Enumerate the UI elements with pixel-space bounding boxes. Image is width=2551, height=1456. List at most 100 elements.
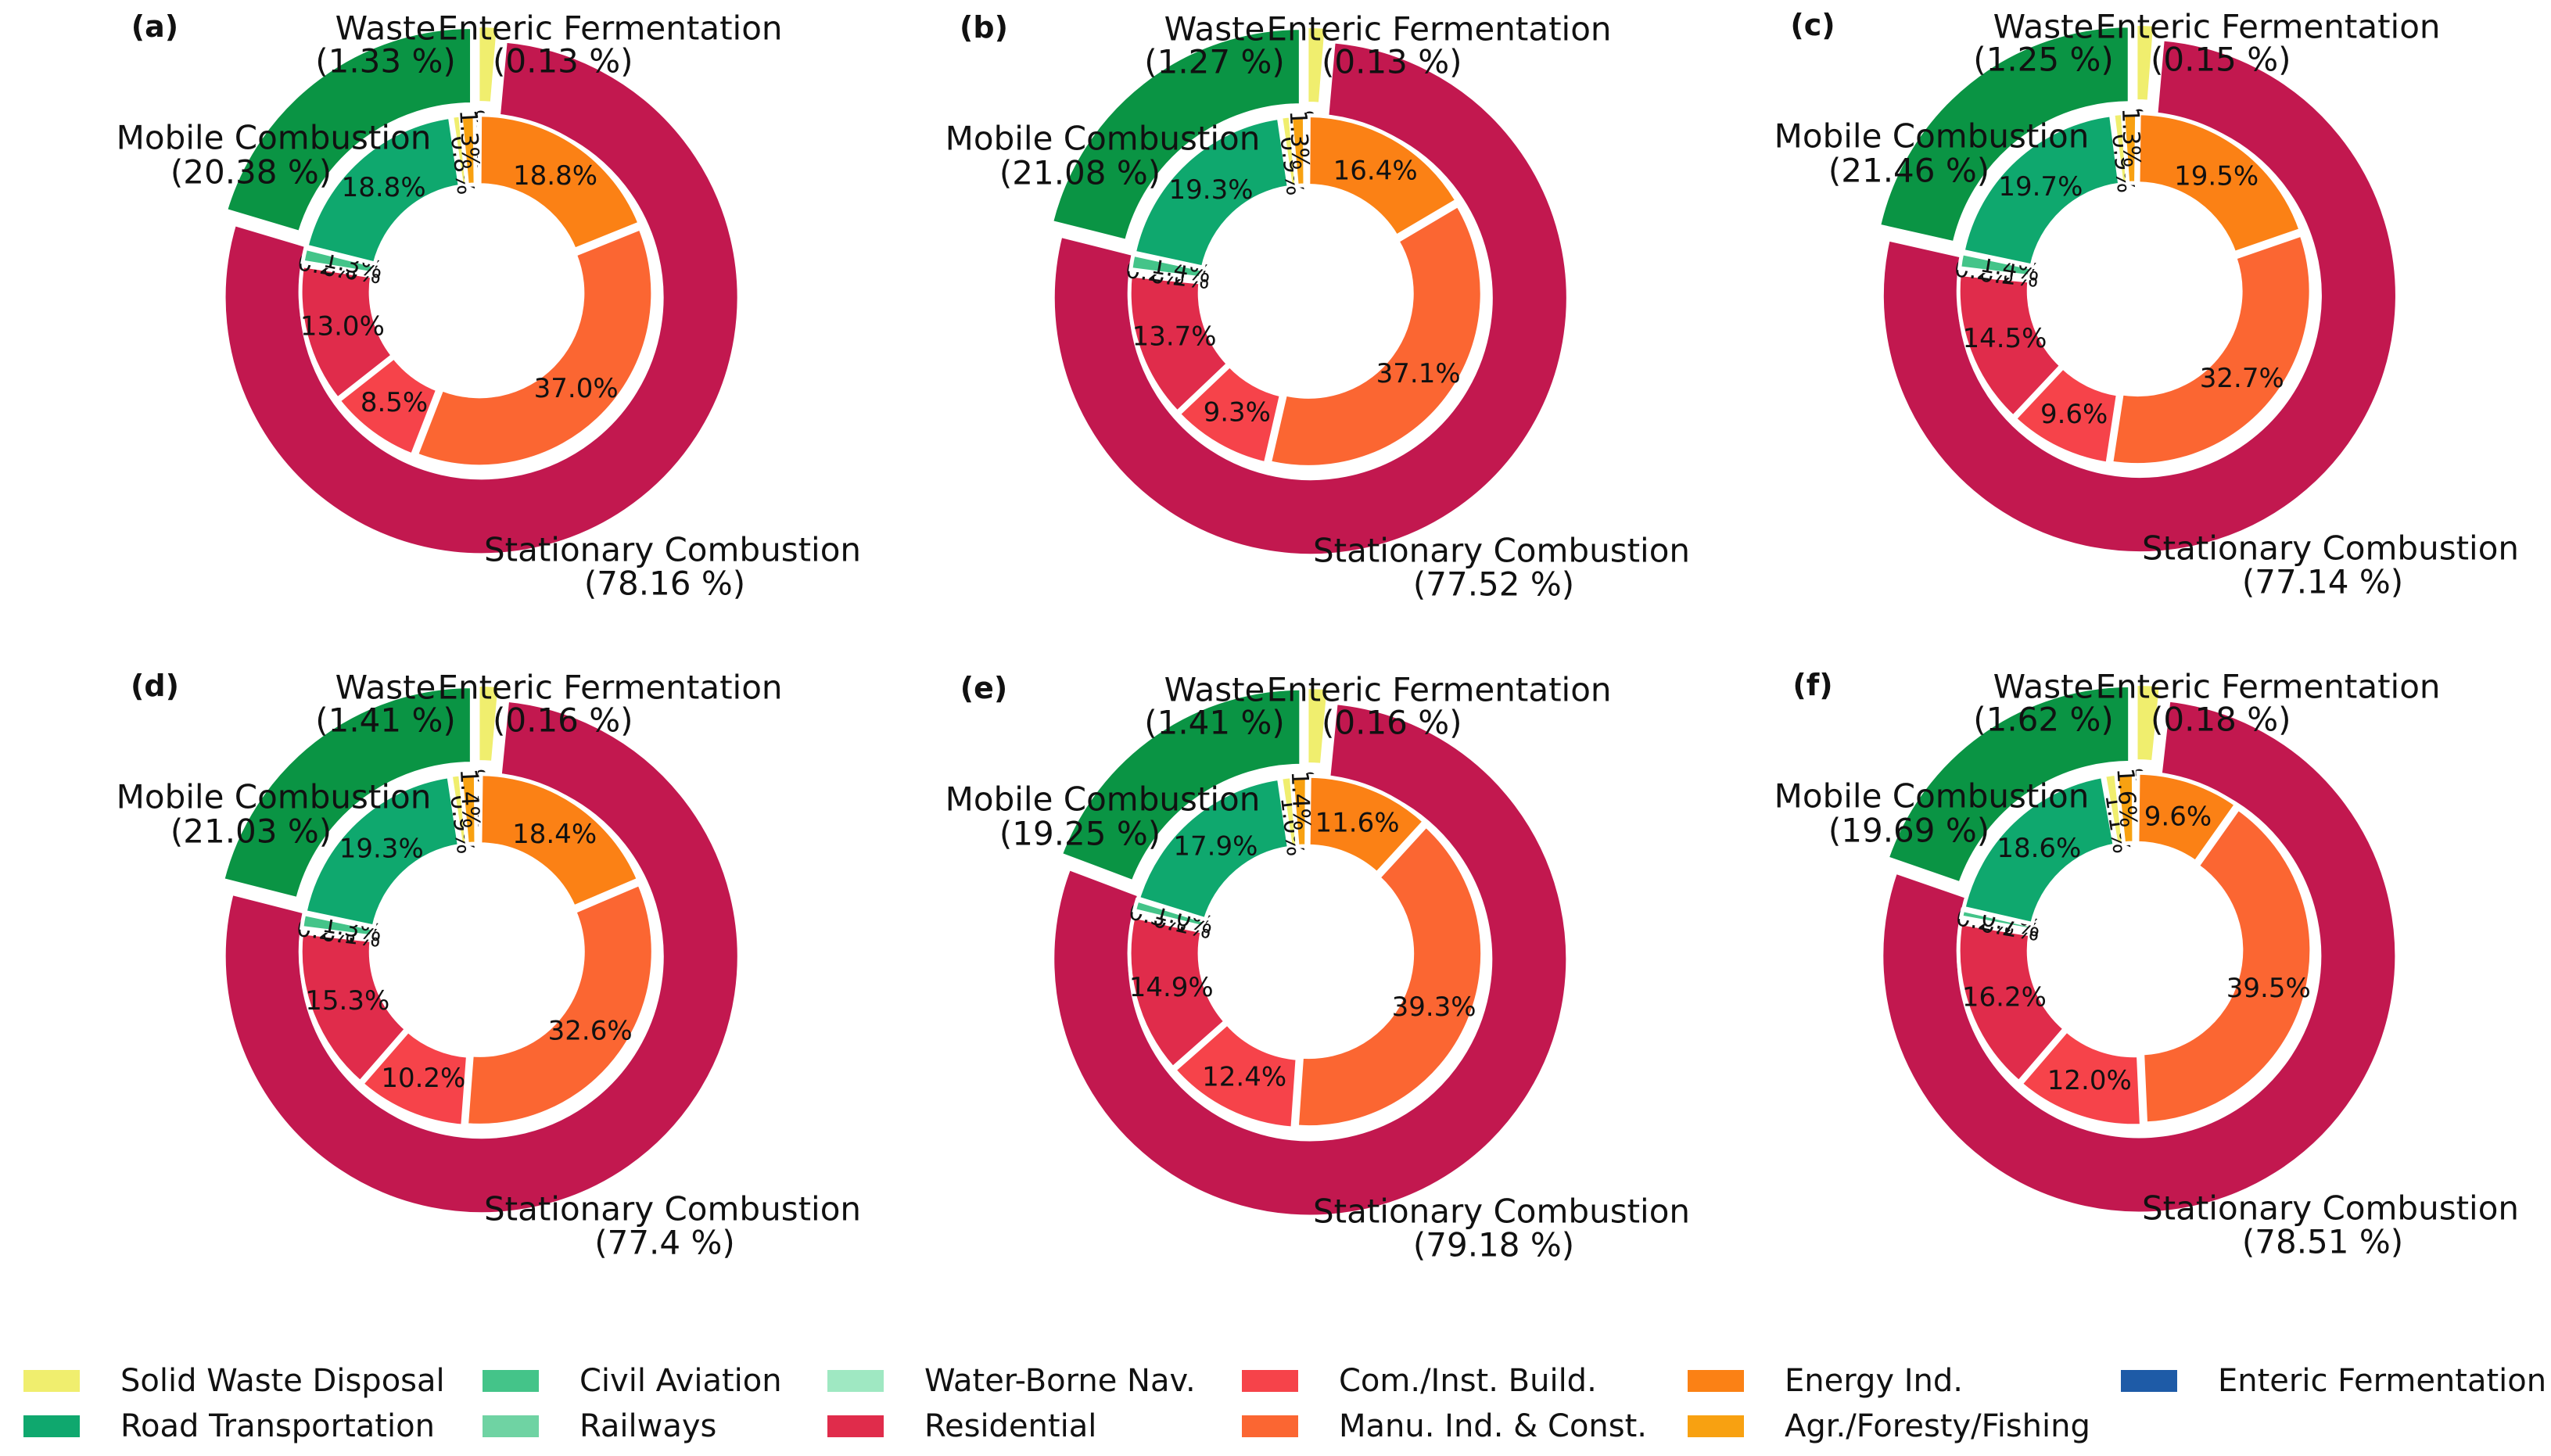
outer-wedge-mobile-combustion xyxy=(1875,23,2133,247)
outer-pct-stationary-combustion: (78.16 %) xyxy=(584,565,745,603)
inner-label-agr-foresty-fishing: 1.6% xyxy=(2111,767,2141,828)
outer-pct-waste: (1.25 %) xyxy=(1973,41,2114,79)
outer-name-mobile-combustion: Mobile Combustion xyxy=(117,778,432,816)
outer-wedge-enteric-fermentation xyxy=(1318,23,1333,108)
outer-pct-enteric-fermentation: (0.13 %) xyxy=(1322,43,1462,81)
outer-wedge-stationary-combustion xyxy=(1049,699,1571,1220)
inner-wedge-road-transportation xyxy=(1961,773,2118,927)
inner-label-com-inst-build: 9.6% xyxy=(2040,399,2108,430)
outer-name-enteric-fermentation: Enteric Fermentation xyxy=(2095,668,2440,706)
inner-wedge-agr-foresty-fishing xyxy=(1288,113,1308,188)
panel-tag: (d) xyxy=(131,669,179,703)
inner-label-energy-ind: 19.5% xyxy=(2174,161,2259,192)
legend-label: Solid Waste Disposal xyxy=(120,1363,445,1399)
panel-tag: (b) xyxy=(960,10,1008,45)
legend-swatch xyxy=(23,1370,80,1392)
donut-panel-c: 0.2%19.5%32.7%9.6%14.5%0.2%0.2%1.4%19.7%… xyxy=(1774,8,2519,601)
legend-label: Manu. Ind. & Const. xyxy=(1339,1408,1648,1444)
inner-wedge-com-inst-build xyxy=(359,1027,471,1128)
inner-label-manu-ind-const: 37.0% xyxy=(534,373,619,404)
outer-name-stationary-combustion: Stationary Combustion xyxy=(484,531,861,569)
inner-label-manu-ind-const: 39.3% xyxy=(1392,992,1476,1023)
inner-label-agr-foresty-fishing: 1.3% xyxy=(1284,109,1315,170)
inner-label-residential: 14.5% xyxy=(1962,323,2047,354)
outer-wedge-mobile-combustion xyxy=(1057,685,1304,886)
outer-pct-waste: (1.33 %) xyxy=(315,42,456,81)
inner-label-energy-ind: 9.6% xyxy=(2144,802,2212,833)
inner-label-energy-ind: 18.4% xyxy=(512,819,597,850)
outer-name-stationary-combustion: Stationary Combustion xyxy=(1313,1192,1690,1231)
inner-wedge-manu-ind-const xyxy=(414,225,655,469)
outer-wedge-enteric-fermentation xyxy=(1320,685,1335,769)
inner-label-energy-ind: 11.6% xyxy=(1315,807,1400,838)
inner-label-residential: 16.2% xyxy=(1962,981,2047,1013)
outer-name-stationary-combustion: Stationary Combustion xyxy=(2142,529,2519,568)
legend-swatch xyxy=(1242,1370,1298,1392)
outer-wedge-enteric-fermentation xyxy=(491,683,506,766)
legend-item-railways: Railways xyxy=(483,1404,716,1448)
outer-name-waste: Waste xyxy=(1993,668,2094,706)
inner-label-manu-ind-const: 32.7% xyxy=(2200,363,2284,394)
outer-wedge-stationary-combustion xyxy=(1049,38,1571,559)
legend-label: Enteric Fermentation xyxy=(2218,1363,2547,1399)
inner-label-residential: 14.9% xyxy=(1129,972,1214,1003)
inner-label-energy-ind: 18.8% xyxy=(513,160,597,192)
legend-swatch xyxy=(827,1415,884,1437)
legend-item-agr-foresty-fishing: Agr./Foresty/Fishing xyxy=(1688,1404,2090,1448)
outer-wedge-stationary-combustion xyxy=(221,38,742,558)
outer-pct-stationary-combustion: (78.51 %) xyxy=(2242,1223,2403,1261)
legend-swatch xyxy=(483,1415,539,1437)
inner-wedge-agr-foresty-fishing xyxy=(458,112,478,188)
outer-wedge-stationary-combustion xyxy=(221,697,742,1218)
outer-pct-enteric-fermentation: (0.16 %) xyxy=(493,701,633,740)
outer-pct-stationary-combustion: (77.4 %) xyxy=(594,1224,735,1262)
donut-panel-d: 0.2%18.4%32.6%10.2%15.3%0.1%0.2%1.3%19.3… xyxy=(117,669,861,1262)
legend-label: Road Transportation xyxy=(120,1408,435,1444)
inner-wedge-road-transportation xyxy=(1961,113,2122,268)
outer-name-stationary-combustion: Stationary Combustion xyxy=(484,1190,861,1228)
inner-wedge-manu-ind-const xyxy=(2140,805,2314,1126)
legend-swatch xyxy=(1688,1370,1744,1392)
inner-label-residential: 13.7% xyxy=(1132,321,1217,353)
inner-wedge-energy-ind xyxy=(1306,113,1460,239)
legend-swatch xyxy=(827,1370,884,1392)
legend-item-energy-ind: Energy Ind. xyxy=(1688,1359,1963,1403)
outer-name-enteric-fermentation: Enteric Fermentation xyxy=(437,669,782,707)
outer-name-enteric-fermentation: Enteric Fermentation xyxy=(437,9,782,48)
inner-wedge-agr-foresty-fishing xyxy=(2120,110,2140,185)
inner-label-energy-ind: 16.4% xyxy=(1333,156,1418,187)
inner-wedge-com-inst-build xyxy=(1175,362,1284,466)
outer-pct-mobile-combustion: (21.03 %) xyxy=(170,812,332,851)
donut-panel-f: 0.2%9.6%39.5%12.0%16.2%0.2%0.2%0.7%18.6%… xyxy=(1774,668,2519,1261)
outer-pct-waste: (1.41 %) xyxy=(1144,704,1285,742)
outer-pct-mobile-combustion: (21.08 %) xyxy=(999,154,1161,192)
outer-pct-mobile-combustion: (19.25 %) xyxy=(999,815,1161,853)
inner-label-com-inst-build: 9.3% xyxy=(1204,397,1271,429)
panel-tag: (c) xyxy=(1790,8,1835,42)
inner-wedge-energy-ind xyxy=(1306,773,1427,877)
inner-wedge-com-inst-build xyxy=(335,354,441,458)
inner-wedge-com-inst-build xyxy=(1171,1020,1300,1131)
legend-label: Civil Aviation xyxy=(579,1363,782,1399)
panel-tag: (f) xyxy=(1792,668,1832,702)
legend-label: Railways xyxy=(579,1408,717,1444)
inner-label-manu-ind-const: 39.5% xyxy=(2226,973,2311,1004)
legend-item-solid-waste-disposal: Solid Waste Disposal xyxy=(23,1359,445,1403)
legend-item-manu-ind-const: Manu. Ind. & Const. xyxy=(1242,1404,1647,1448)
outer-wedge-enteric-fermentation xyxy=(2147,21,2162,106)
inner-label-com-inst-build: 10.2% xyxy=(381,1063,465,1094)
outer-name-waste: Waste xyxy=(335,669,436,707)
outer-wedge-mobile-combustion xyxy=(1883,682,2133,888)
inner-wedge-agr-foresty-fishing xyxy=(1290,773,1309,849)
donut-panel-b: 0.1%16.4%37.1%9.3%13.7%0.2%0.2%1.4%19.3%… xyxy=(945,10,1690,604)
inner-wedge-road-transportation xyxy=(1132,115,1292,271)
outer-pct-stationary-combustion: (77.52 %) xyxy=(1413,565,1574,604)
inner-label-agr-foresty-fishing: 1.3% xyxy=(2116,107,2145,167)
inner-wedge-road-transportation xyxy=(303,773,462,929)
inner-label-road-transportation: 19.3% xyxy=(1169,174,1254,206)
outer-name-waste: Waste xyxy=(1164,10,1265,48)
outer-pct-stationary-combustion: (79.18 %) xyxy=(1413,1226,1574,1264)
inner-label-com-inst-build: 12.4% xyxy=(1202,1062,1286,1093)
inner-wedge-road-transportation xyxy=(303,114,463,267)
